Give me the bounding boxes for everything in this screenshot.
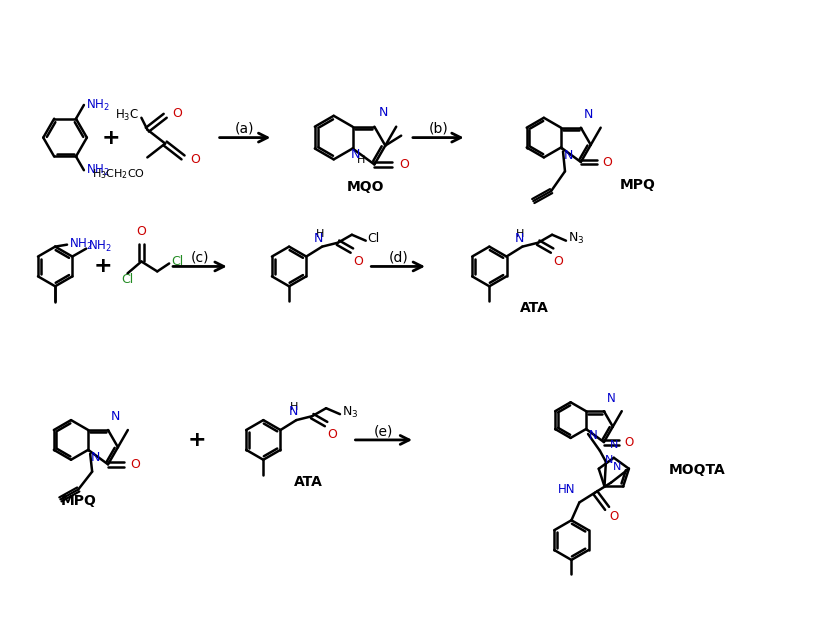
Text: N: N <box>289 405 298 418</box>
Text: N: N <box>613 462 621 472</box>
Text: H$_3$CH$_2$CO: H$_3$CH$_2$CO <box>93 167 146 181</box>
Text: H$_3$C: H$_3$C <box>115 108 140 123</box>
Text: ATA: ATA <box>519 301 548 315</box>
Text: N: N <box>564 149 573 162</box>
Text: ATA: ATA <box>294 474 323 488</box>
Text: N$_3$: N$_3$ <box>342 404 358 420</box>
Text: NH$_2$: NH$_2$ <box>86 163 110 177</box>
Text: O: O <box>172 107 182 120</box>
Text: N: N <box>514 232 523 245</box>
Text: N: N <box>607 392 615 405</box>
Text: Cl: Cl <box>171 255 184 268</box>
Text: O: O <box>130 458 140 471</box>
Text: O: O <box>190 153 200 166</box>
Text: H: H <box>356 155 365 165</box>
Text: MPQ: MPQ <box>61 494 97 508</box>
Text: O: O <box>353 254 363 268</box>
Text: (e): (e) <box>374 424 394 438</box>
Text: Cl: Cl <box>368 232 380 245</box>
Text: N: N <box>351 148 360 161</box>
Text: O: O <box>327 428 337 441</box>
Text: H: H <box>316 229 324 238</box>
Text: Cl: Cl <box>122 273 134 286</box>
Text: (c): (c) <box>191 251 209 265</box>
Text: NH$_2$: NH$_2$ <box>88 239 112 254</box>
Text: (b): (b) <box>428 121 448 135</box>
Text: NH$_2$: NH$_2$ <box>86 97 110 113</box>
Text: N: N <box>584 107 593 121</box>
Text: +: + <box>188 430 206 450</box>
Text: HN: HN <box>558 483 576 497</box>
Text: MOQTA: MOQTA <box>669 462 726 476</box>
Text: +: + <box>93 256 112 277</box>
Text: H: H <box>516 229 524 238</box>
Text: NH$_2$: NH$_2$ <box>69 237 93 252</box>
Text: N: N <box>605 455 613 465</box>
Text: O: O <box>603 156 613 169</box>
Text: N: N <box>589 429 598 443</box>
Text: O: O <box>553 254 563 268</box>
Text: +: + <box>102 128 120 148</box>
Text: N$_3$: N$_3$ <box>568 231 585 246</box>
Text: O: O <box>609 510 619 523</box>
Text: O: O <box>399 158 409 171</box>
Text: O: O <box>624 436 634 448</box>
Text: O: O <box>136 225 146 238</box>
Text: (a): (a) <box>235 121 255 135</box>
Text: N: N <box>379 106 388 119</box>
Text: H: H <box>290 402 299 412</box>
Text: MPQ: MPQ <box>620 178 656 192</box>
Text: MQO: MQO <box>347 180 385 194</box>
Text: N: N <box>111 410 121 423</box>
Text: N: N <box>314 232 323 245</box>
Text: N: N <box>609 440 618 450</box>
Text: N: N <box>91 452 101 464</box>
Text: (d): (d) <box>388 251 408 265</box>
